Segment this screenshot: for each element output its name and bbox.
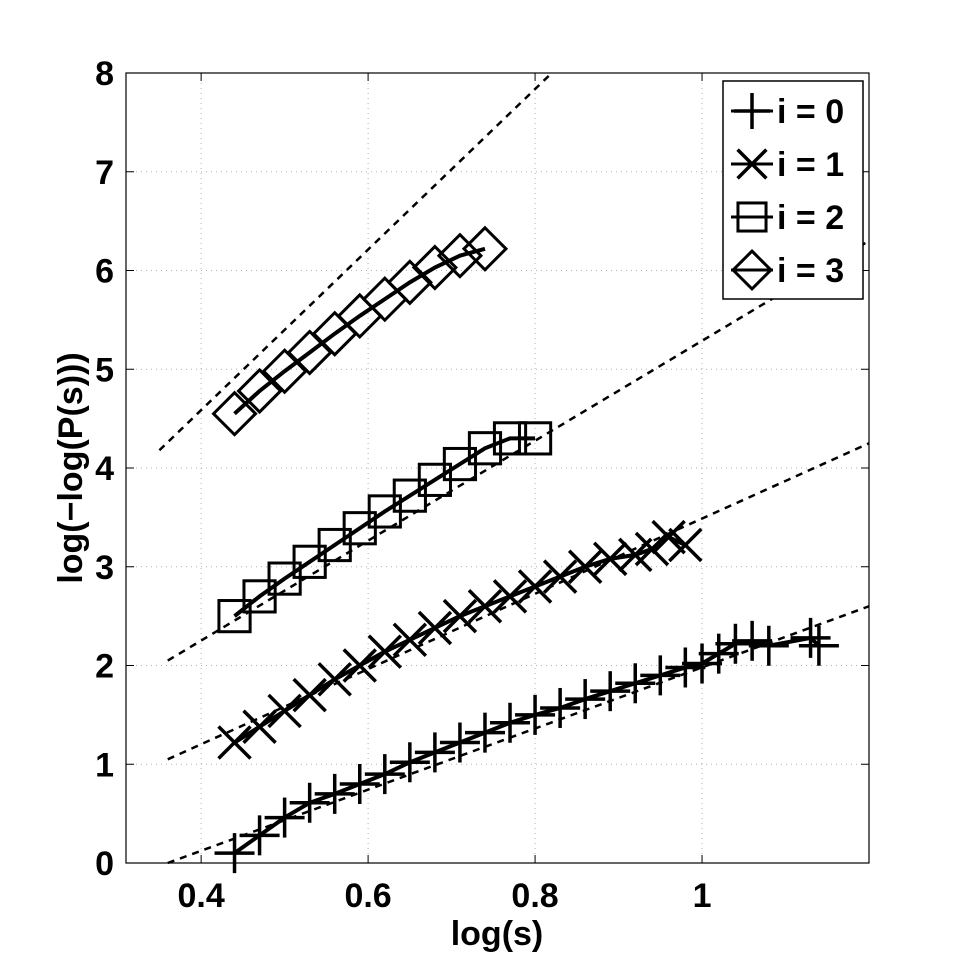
marker-plus [414, 732, 455, 773]
legend-item: i = 0 [731, 93, 844, 131]
marker-plus [732, 620, 773, 661]
marker-x [668, 527, 703, 563]
marker-x [467, 589, 503, 624]
marker-square [467, 431, 503, 466]
y-tick-label: 1 [95, 746, 114, 784]
marker-x [292, 677, 327, 713]
legend: i = 0 i = 1 i = 2 i = 3 [722, 80, 864, 300]
x-tick-label: 0.4 [178, 877, 225, 915]
marker-square [517, 421, 553, 456]
legend-item: i = 1 [731, 146, 844, 184]
marker-x [342, 648, 377, 683]
y-tick-label: 8 [95, 55, 114, 93]
x-tick-label: 1 [693, 877, 712, 915]
marker-diamond [211, 390, 258, 437]
legend-label: i = 1 [777, 146, 844, 184]
marker-x [317, 662, 352, 697]
y-tick-label: 3 [95, 549, 114, 587]
x-axis-title: log(s) [451, 915, 544, 953]
marker-diamond [461, 225, 509, 272]
marker-plus [289, 782, 330, 823]
marker-x [651, 519, 686, 555]
marker-diamond [436, 232, 484, 279]
marker-x [634, 531, 670, 567]
marker-x [242, 709, 277, 744]
legend-item: i = 3 [730, 248, 844, 292]
marker-x [542, 559, 578, 594]
x-tick-label: 0.6 [344, 877, 391, 915]
y-tick-label: 6 [95, 253, 114, 291]
y-tick-label: 4 [95, 450, 114, 488]
legend-label: i = 3 [777, 252, 844, 290]
marker-plus [715, 623, 756, 664]
series-1 [217, 519, 703, 760]
marker-x [567, 549, 603, 584]
marker-plus [314, 773, 355, 814]
x-tick-label: 0.8 [511, 877, 558, 915]
marker-plus [734, 93, 770, 129]
grid [126, 72, 869, 864]
marker-plus [682, 643, 723, 684]
marker-plus [389, 742, 430, 783]
series-line [233, 436, 536, 618]
marker-plus [264, 797, 305, 838]
marker-plus [590, 671, 631, 712]
marker-diamond [386, 259, 433, 306]
marker-square [492, 421, 528, 456]
marker-plus [615, 663, 656, 704]
marker-x [392, 622, 428, 658]
series-2 [217, 421, 553, 634]
marker-plus [698, 633, 739, 674]
series-group [211, 225, 839, 874]
marker-plus [239, 815, 280, 856]
marker-x [442, 598, 478, 634]
marker-plus [790, 617, 831, 658]
marker-plus [464, 712, 505, 753]
marker-diamond [730, 248, 774, 292]
marker-x [492, 579, 528, 614]
marker-plus [515, 694, 556, 735]
marker-plus [748, 625, 789, 666]
marker-square [242, 579, 277, 614]
y-tick-label: 2 [95, 648, 114, 686]
marker-plus [364, 754, 405, 795]
y-tick-label: 5 [95, 351, 114, 389]
axis-ticks: 0.4 0.6 0.8 1 0 1 2 3 4 5 6 7 8 [95, 55, 869, 915]
marker-plus [439, 722, 480, 763]
fit-curve [167, 442, 870, 761]
legend-label: i = 2 [777, 199, 844, 237]
y-axis-title: log(−log(P(s))) [52, 352, 90, 583]
marker-plus [214, 833, 255, 874]
marker-plus [540, 687, 581, 728]
marker-plus [490, 702, 531, 743]
y-tick-label: 0 [95, 845, 114, 883]
marker-plus [565, 679, 606, 720]
marker-x [217, 725, 252, 760]
series-line [233, 246, 486, 416]
y-tick-label: 7 [95, 154, 114, 192]
marker-square [736, 201, 768, 233]
marker-x [367, 634, 403, 669]
series-3 [211, 225, 509, 437]
marker-x [517, 569, 553, 604]
marker-diamond [411, 244, 459, 291]
marker-square [217, 599, 252, 634]
marker-plus [798, 625, 839, 666]
marker-plus [640, 655, 681, 696]
legend-item: i = 2 [731, 199, 844, 237]
marker-x [267, 693, 302, 729]
marker-plus [665, 647, 706, 688]
marker-plus [339, 764, 380, 804]
series-0 [214, 617, 839, 874]
marker-x [736, 148, 768, 180]
legend-box [722, 80, 864, 300]
legend-label: i = 0 [777, 93, 844, 131]
marker-x [417, 610, 453, 646]
marker-diamond [236, 367, 283, 415]
